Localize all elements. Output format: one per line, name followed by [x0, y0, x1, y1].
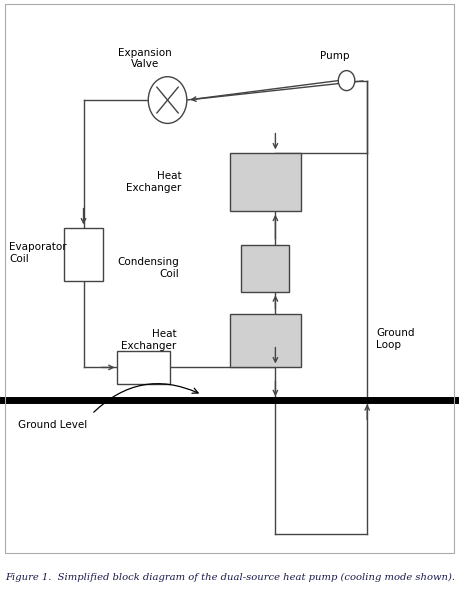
Text: Condensing
Coil: Condensing Coil	[117, 257, 179, 279]
Text: Ground Level: Ground Level	[18, 420, 88, 430]
Text: Heat
Exchanger: Heat Exchanger	[126, 171, 181, 192]
Text: Heat
Exchanger: Heat Exchanger	[122, 329, 177, 351]
Bar	[117, 351, 170, 383]
Circle shape	[148, 77, 187, 123]
Bar	[230, 153, 301, 211]
Text: Ground
Loop: Ground Loop	[376, 328, 415, 350]
Text: Pump: Pump	[320, 51, 350, 61]
Text: Figure 1.  Simplified block diagram of the dual-source heat pump (cooling mode s: Figure 1. Simplified block diagram of th…	[6, 573, 455, 582]
Bar	[230, 314, 301, 367]
Bar	[64, 228, 103, 281]
Circle shape	[338, 71, 355, 90]
Bar	[241, 244, 289, 292]
Text: Evaporator
Coil: Evaporator Coil	[9, 242, 67, 264]
Text: Expansion
Valve: Expansion Valve	[118, 48, 172, 69]
